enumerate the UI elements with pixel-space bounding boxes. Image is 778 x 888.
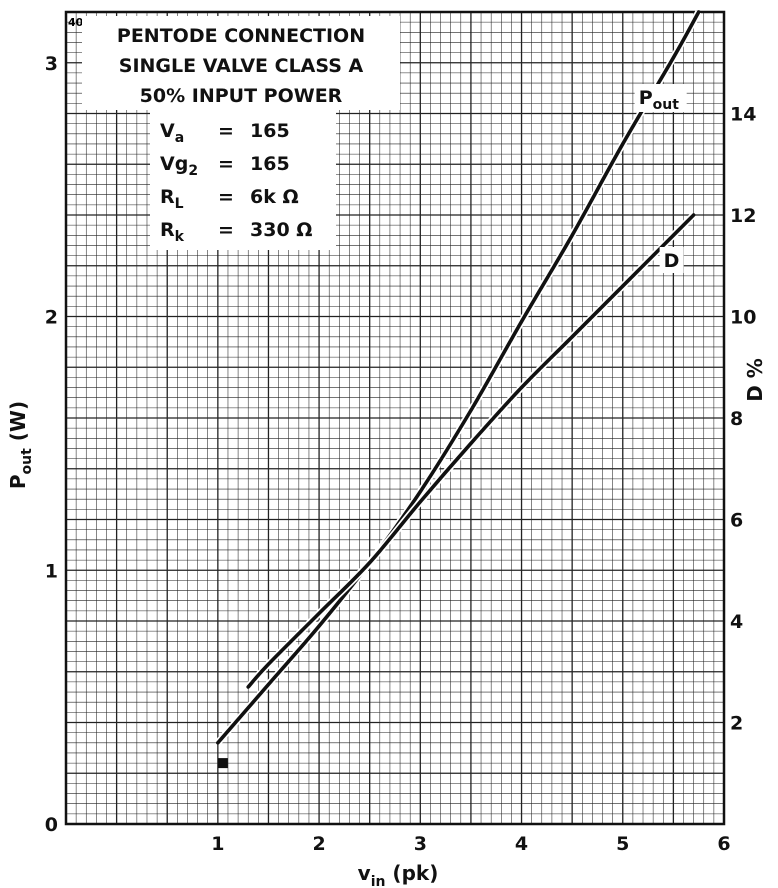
- x-tick-label: 3: [414, 833, 427, 855]
- annotation-title-line: 50% INPUT POWER: [140, 85, 343, 107]
- x-tick-label: 5: [616, 833, 629, 855]
- series-line-d: [246, 213, 696, 689]
- series-label-pout: Pout: [639, 87, 680, 113]
- x-tick-label: 6: [717, 833, 730, 855]
- series-label-background: [659, 247, 684, 273]
- y2-axis-label: D %: [743, 358, 767, 402]
- x-axis-label: vin (pk): [358, 861, 439, 888]
- annotation-params-background: [150, 108, 336, 250]
- annotation-title-background: [82, 16, 400, 110]
- plot-frame: [64, 10, 726, 826]
- y-tick-label: 1: [45, 560, 58, 582]
- corner-label: 40: [68, 16, 84, 29]
- y2-tick-label: 6: [730, 510, 743, 532]
- x-tick-label: 2: [312, 833, 325, 855]
- annotation-title-line: PENTODE CONNECTION: [117, 25, 365, 47]
- annotation-param-value: 165: [250, 153, 290, 175]
- annotation-param-equals: =: [218, 219, 234, 241]
- series-layer: Pout D 40: [68, 10, 702, 769]
- annotation-param-equals: =: [218, 153, 234, 175]
- x-axis-ticks: 1 2 3 4 5 6: [211, 833, 730, 855]
- y2-tick-label: 14: [730, 104, 756, 126]
- annotation-param-value: 330 Ω: [250, 219, 312, 241]
- annotation-param-value: 165: [250, 120, 290, 142]
- annotation-param-symbol: RL: [160, 186, 184, 212]
- x-tick-label: 4: [515, 833, 528, 855]
- series-line-pout: [216, 10, 701, 745]
- x-tick-label: 1: [211, 833, 224, 855]
- annotation-box: PENTODE CONNECTION SINGLE VALVE CLASS A 50…: [82, 16, 400, 250]
- annotation-title-line: SINGLE VALVE CLASS A: [119, 55, 364, 77]
- y-tick-label: 3: [45, 53, 58, 75]
- y2-tick-label: 4: [730, 611, 743, 633]
- y2-tick-label: 8: [730, 408, 743, 430]
- y-axis-label: Pout (W): [6, 401, 35, 489]
- annotation-param-symbol: Rk: [160, 219, 185, 245]
- annotation-param-equals: =: [218, 120, 234, 142]
- y2-tick-label: 12: [730, 205, 756, 227]
- y-tick-label: 2: [45, 307, 58, 329]
- data-marker: [217, 758, 228, 769]
- series-label-d: D: [664, 250, 680, 272]
- annotation-param-value: 6k Ω: [250, 186, 299, 208]
- annotation-param-symbol: Va: [160, 120, 184, 146]
- annotation-param-equals: =: [218, 186, 234, 208]
- series-label-background: [634, 84, 687, 112]
- y2-tick-label: 10: [730, 307, 756, 329]
- plot-border: [64, 10, 726, 826]
- y2-tick-label: 2: [730, 713, 743, 735]
- y-tick-label: 0: [45, 814, 58, 836]
- y2-axis-ticks: 2 4 6 8 10 12 14: [730, 104, 756, 735]
- y-axis-ticks: 0 1 2 3: [45, 53, 58, 836]
- annotation-param-symbol: Vg2: [160, 153, 198, 179]
